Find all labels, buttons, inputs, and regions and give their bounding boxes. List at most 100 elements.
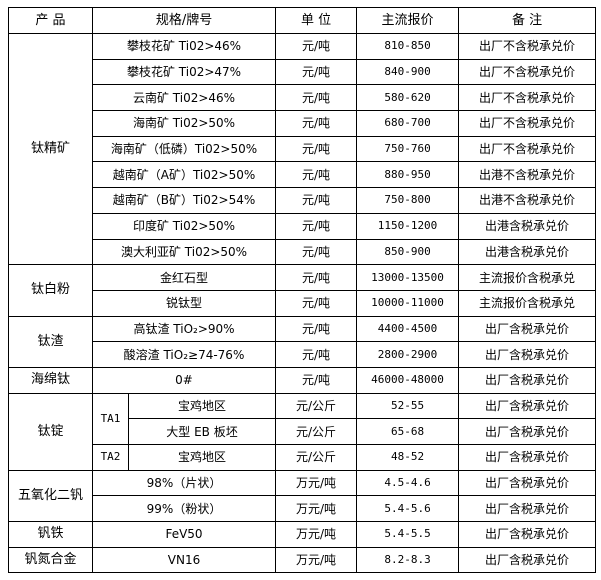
table-row: 印度矿 Ti02>50% 元/吨 1150-1200 出港含税承兑价 <box>9 212 597 240</box>
table-row: 酸溶渣 TiO₂≥74-76% 元/吨 2800-2900 出厂含税承兑价 <box>9 341 597 368</box>
note-cell: 出港不含税承兑价 <box>458 161 597 189</box>
note-cell: 出厂含税承兑价 <box>458 418 597 445</box>
unit-cell: 元/吨 <box>275 264 358 291</box>
product-name: 钛锭 <box>8 392 93 471</box>
note-cell: 出厂含税承兑价 <box>458 366 597 394</box>
price-cell: 65-68 <box>356 418 460 445</box>
price-cell: 10000-11000 <box>356 289 460 317</box>
note-cell: 出厂不含税承兑价 <box>458 33 597 60</box>
price-cell: 840-900 <box>356 58 460 86</box>
note-cell: 主流报价含税承兑 <box>458 264 597 291</box>
table-row: 大型 EB 板坯 元/公斤 65-68 出厂含税承兑价 <box>9 418 597 445</box>
unit-cell: 元/吨 <box>275 58 358 86</box>
unit-cell: 元/吨 <box>275 110 358 137</box>
note-cell: 出厂含税承兑价 <box>458 341 597 368</box>
spec-cell: 印度矿 Ti02>50% <box>91 212 277 240</box>
table-row: 钒氮合金 VN16 万元/吨 8.2-8.3 出厂含税承兑价 <box>8 546 597 574</box>
header-unit: 单 位 <box>275 7 358 34</box>
table-row: 钛渣 高钛渣 TiO₂>90% 元/吨 4400-4500 出厂含税承兑价 <box>8 315 597 368</box>
unit-cell: 元/吨 <box>275 341 358 368</box>
table-row: 五氧化二钒 98%（片状） 万元/吨 4.5-4.6 出厂含税承兑价 <box>8 469 597 523</box>
note-cell: 出厂含税承兑价 <box>458 469 597 497</box>
table-row: 越南矿（A矿）Ti02>50% 元/吨 880-950 出港不含税承兑价 <box>9 161 597 189</box>
note-cell: 出厂不含税承兑价 <box>458 110 597 137</box>
spec-cell: 98%（片状） <box>91 469 277 497</box>
note-cell: 出厂含税承兑价 <box>458 546 597 574</box>
table-row: 99%（粉状） 万元/吨 5.4-5.6 出厂含税承兑价 <box>9 495 597 523</box>
table-row: 海南矿（低磷）Ti02>50% 元/吨 750-760 出厂不含税承兑价 <box>9 135 597 163</box>
price-cell: 2800-2900 <box>356 341 460 368</box>
price-cell: 48-52 <box>356 444 460 471</box>
product-name: 钛精矿 <box>8 32 93 266</box>
price-table: 产 品 规格/牌号 单 位 主流报价 备 注 钛精矿 攀枝花矿 Ti02>46% 元… <box>8 7 597 574</box>
table-row: 攀枝花矿 Ti02>47% 元/吨 840-900 出厂不含税承兑价 <box>9 58 597 86</box>
price-cell: 880-950 <box>356 161 460 189</box>
table-row: 钛白粉 金红石型 元/吨 13000-13500 主流报价含税承兑 <box>8 264 597 317</box>
price-cell: 810-850 <box>356 33 460 60</box>
spec-cell: 99%（粉状） <box>91 495 277 523</box>
unit-cell: 万元/吨 <box>275 521 358 548</box>
table-row: TA2 宝鸡地区 元/公斤 48-52 出厂含税承兑价 <box>9 444 597 471</box>
spec-cell: 高钛渣 TiO₂>90% <box>91 315 277 343</box>
table-row: 海南矿 Ti02>50% 元/吨 680-700 出厂不含税承兑价 <box>9 110 597 137</box>
note-cell: 出港不含税承兑价 <box>458 187 597 214</box>
note-cell: 出厂含税承兑价 <box>458 444 597 471</box>
note-cell: 出厂不含税承兑价 <box>458 84 597 112</box>
price-cell: 8.2-8.3 <box>356 546 460 574</box>
spec-cell: 攀枝花矿 Ti02>46% <box>91 33 277 60</box>
spec-cell: 大型 EB 板坯 <box>127 418 277 445</box>
spec-cell: 0# <box>91 366 277 394</box>
unit-cell: 元/吨 <box>275 84 358 112</box>
unit-cell: 元/公斤 <box>275 444 358 471</box>
note-cell: 出厂不含税承兑价 <box>458 58 597 86</box>
unit-cell: 元/吨 <box>275 135 358 163</box>
note-cell: 出厂含税承兑价 <box>458 521 597 548</box>
table-row: 锐钛型 元/吨 10000-11000 主流报价含税承兑 <box>9 289 597 317</box>
product-name: 钒氮合金 <box>8 546 93 574</box>
spec-cell: 海南矿（低磷）Ti02>50% <box>91 135 277 163</box>
product-name: 钛白粉 <box>8 264 93 317</box>
note-cell: 出厂含税承兑价 <box>458 315 597 343</box>
price-cell: 13000-13500 <box>356 264 460 291</box>
unit-cell: 元/吨 <box>275 366 358 394</box>
product-name: 五氧化二钒 <box>8 469 93 523</box>
note-cell: 出厂含税承兑价 <box>458 392 597 420</box>
unit-cell: 元/吨 <box>275 289 358 317</box>
unit-cell: 元/吨 <box>275 212 358 240</box>
unit-cell: 元/吨 <box>275 187 358 214</box>
table-row: 钛精矿 攀枝花矿 Ti02>46% 元/吨 810-850 出厂不含税承兑价 <box>8 32 597 266</box>
price-cell: 680-700 <box>356 110 460 137</box>
spec-cell: 澳大利亚矿 Ti02>50% <box>91 238 277 266</box>
unit-cell: 元/吨 <box>275 33 358 60</box>
grade-label: TA1 <box>92 392 129 446</box>
product-name: 钛渣 <box>8 315 93 368</box>
price-cell: 580-620 <box>356 84 460 112</box>
table-row: 澳大利亚矿 Ti02>50% 元/吨 850-900 出港含税承兑价 <box>9 238 597 266</box>
price-cell: 750-800 <box>356 187 460 214</box>
header-price: 主流报价 <box>356 7 460 34</box>
spec-cell: 越南矿（A矿）Ti02>50% <box>91 161 277 189</box>
unit-cell: 万元/吨 <box>275 495 358 523</box>
header-product: 产 品 <box>8 7 93 34</box>
spec-cell: VN16 <box>91 546 277 574</box>
price-cell: 46000-48000 <box>356 366 460 394</box>
note-cell: 出厂不含税承兑价 <box>458 135 597 163</box>
note-cell: 出港含税承兑价 <box>458 212 597 240</box>
spec-cell: 云南矿 Ti02>46% <box>91 84 277 112</box>
header-note: 备 注 <box>458 7 597 34</box>
spec-cell: FeV50 <box>91 521 277 548</box>
header-spec: 规格/牌号 <box>91 7 277 34</box>
price-cell: 1150-1200 <box>356 212 460 240</box>
price-cell: 52-55 <box>356 392 460 420</box>
spec-cell: 酸溶渣 TiO₂≥74-76% <box>91 341 277 368</box>
spec-cell: 金红石型 <box>91 264 277 291</box>
table-row: 海绵钛 0# 元/吨 46000-48000 出厂含税承兑价 <box>8 366 597 394</box>
spec-cell: 锐钛型 <box>91 289 277 317</box>
spec-cell: 越南矿（B矿）Ti02>54% <box>91 187 277 214</box>
unit-cell: 元/公斤 <box>275 418 358 445</box>
price-cell: 4400-4500 <box>356 315 460 343</box>
table-row: 越南矿（B矿）Ti02>54% 元/吨 750-800 出港不含税承兑价 <box>9 187 597 214</box>
price-cell: 5.4-5.5 <box>356 521 460 548</box>
note-cell: 出厂含税承兑价 <box>458 495 597 523</box>
product-name: 海绵钛 <box>8 366 93 394</box>
